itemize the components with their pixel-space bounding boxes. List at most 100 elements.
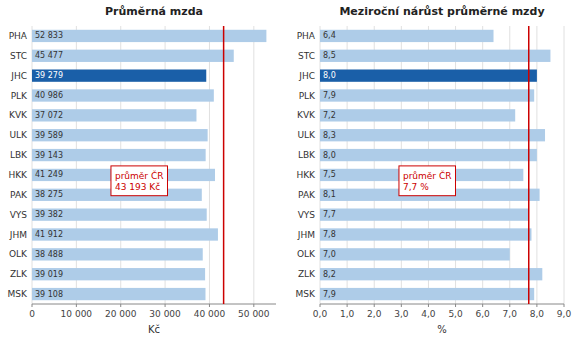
bar — [32, 288, 205, 300]
category-label: OLK — [9, 249, 28, 259]
grid-line — [165, 26, 166, 304]
bar — [32, 228, 218, 240]
annotation: průměr ČR7,7 % — [399, 166, 456, 196]
grid-line — [120, 26, 121, 304]
annotation-box — [111, 166, 168, 196]
bar — [320, 268, 542, 280]
category-label: ZLK — [10, 269, 28, 279]
tick-label: 2,0 — [367, 309, 382, 319]
bars — [32, 26, 266, 304]
data-label: 41 249 — [35, 170, 63, 179]
x-axis-label: Kč — [148, 324, 160, 335]
title: Meziroční nárůst průměrné mzdy — [339, 5, 544, 18]
tick-label: 3,0 — [394, 309, 409, 319]
bar — [32, 50, 234, 62]
category-label: VYS — [10, 210, 28, 220]
tick-label: 20 000 — [105, 309, 137, 319]
category-label: JHC — [298, 71, 315, 81]
category-label: PLK — [299, 91, 316, 101]
bar — [320, 169, 523, 181]
category-label: VYS — [298, 210, 316, 220]
bar — [32, 89, 214, 101]
data-label: 52 833 — [35, 31, 63, 40]
grid-line — [320, 26, 321, 304]
category-label: JHM — [297, 230, 315, 240]
data-label: 39 589 — [35, 131, 63, 140]
data-label: 7,5 — [323, 170, 336, 179]
grid-line — [209, 26, 210, 304]
bar — [32, 129, 208, 141]
tick-label: 9,0 — [557, 309, 572, 319]
data-label: 40 986 — [35, 91, 63, 100]
bar — [320, 109, 515, 121]
tick-label: 50 000 — [238, 309, 270, 319]
grid-line — [564, 26, 565, 304]
bar — [320, 69, 537, 81]
category-label: STC — [298, 51, 315, 61]
grid-line — [401, 26, 402, 304]
data-label: 37 072 — [35, 111, 63, 120]
data-label: 8,5 — [323, 51, 336, 60]
grid-line — [428, 26, 429, 304]
bar — [32, 268, 205, 280]
x-axis-label: % — [437, 324, 447, 335]
tick-label: 30 000 — [149, 309, 181, 319]
data-label: 39 382 — [35, 210, 63, 219]
category-label: MSK — [296, 289, 316, 299]
data-label: 45 477 — [35, 51, 63, 60]
annotation-line: 7,7 % — [403, 182, 429, 192]
category-label: PAK — [10, 190, 28, 200]
tick-label: 5,0 — [448, 309, 463, 319]
data-label: 6,4 — [323, 31, 336, 40]
grid-line — [32, 26, 33, 304]
category-label: MSK — [8, 289, 28, 299]
data-label: 8,3 — [323, 131, 336, 140]
category-label: LBK — [10, 150, 28, 160]
figure: Průměrná mzda010 00020 00030 00040 00050… — [0, 0, 576, 342]
data-label: 39 279 — [35, 71, 63, 80]
panel: Průměrná mzda010 00020 00030 00040 00050… — [8, 5, 276, 335]
category-label: ULK — [297, 130, 316, 140]
bar — [32, 169, 215, 181]
category-label: PLK — [11, 91, 28, 101]
data-label: 8,2 — [323, 270, 336, 279]
tick-label: 4,0 — [421, 309, 436, 319]
data-label: 38 275 — [35, 190, 63, 199]
bar — [320, 288, 534, 300]
grid-line — [76, 26, 77, 304]
tick-label: 40 000 — [194, 309, 226, 319]
data-label: 7,7 — [323, 210, 336, 219]
data-label: 7,2 — [323, 111, 336, 120]
average-line — [223, 26, 225, 304]
data-label: 41 912 — [35, 230, 63, 239]
bar — [32, 30, 266, 42]
data-label: 7,0 — [323, 250, 336, 259]
tick-label: 0 — [29, 309, 35, 319]
tick-label: 0,0 — [313, 309, 328, 319]
category-label: JHC — [10, 71, 27, 81]
grid-line — [509, 26, 510, 304]
annotation-line: průměr ČR — [115, 170, 164, 181]
annotation-line: průměr ČR — [403, 170, 452, 181]
category-label: HKK — [296, 170, 316, 180]
bar — [320, 89, 534, 101]
category-label: OLK — [297, 249, 316, 259]
data-label: 7,9 — [323, 91, 336, 100]
annotation-text: průměr ČR43 193 Kč — [115, 170, 164, 192]
bar — [320, 30, 494, 42]
annotation-box — [399, 166, 456, 196]
annotation-line: 43 193 Kč — [115, 182, 160, 192]
data-label: 8,0 — [323, 71, 336, 80]
tick-label: 6,0 — [476, 309, 491, 319]
bar — [320, 248, 510, 260]
bar — [320, 50, 550, 62]
bar — [32, 248, 203, 260]
grid-line — [253, 26, 254, 304]
data-label: 39 108 — [35, 290, 63, 299]
tick-label: 7,0 — [503, 309, 518, 319]
bar — [32, 208, 207, 220]
bar — [320, 228, 531, 240]
bar — [320, 129, 545, 141]
annotation-text: průměr ČR7,7 % — [403, 170, 452, 192]
category-label: ZLK — [298, 269, 316, 279]
